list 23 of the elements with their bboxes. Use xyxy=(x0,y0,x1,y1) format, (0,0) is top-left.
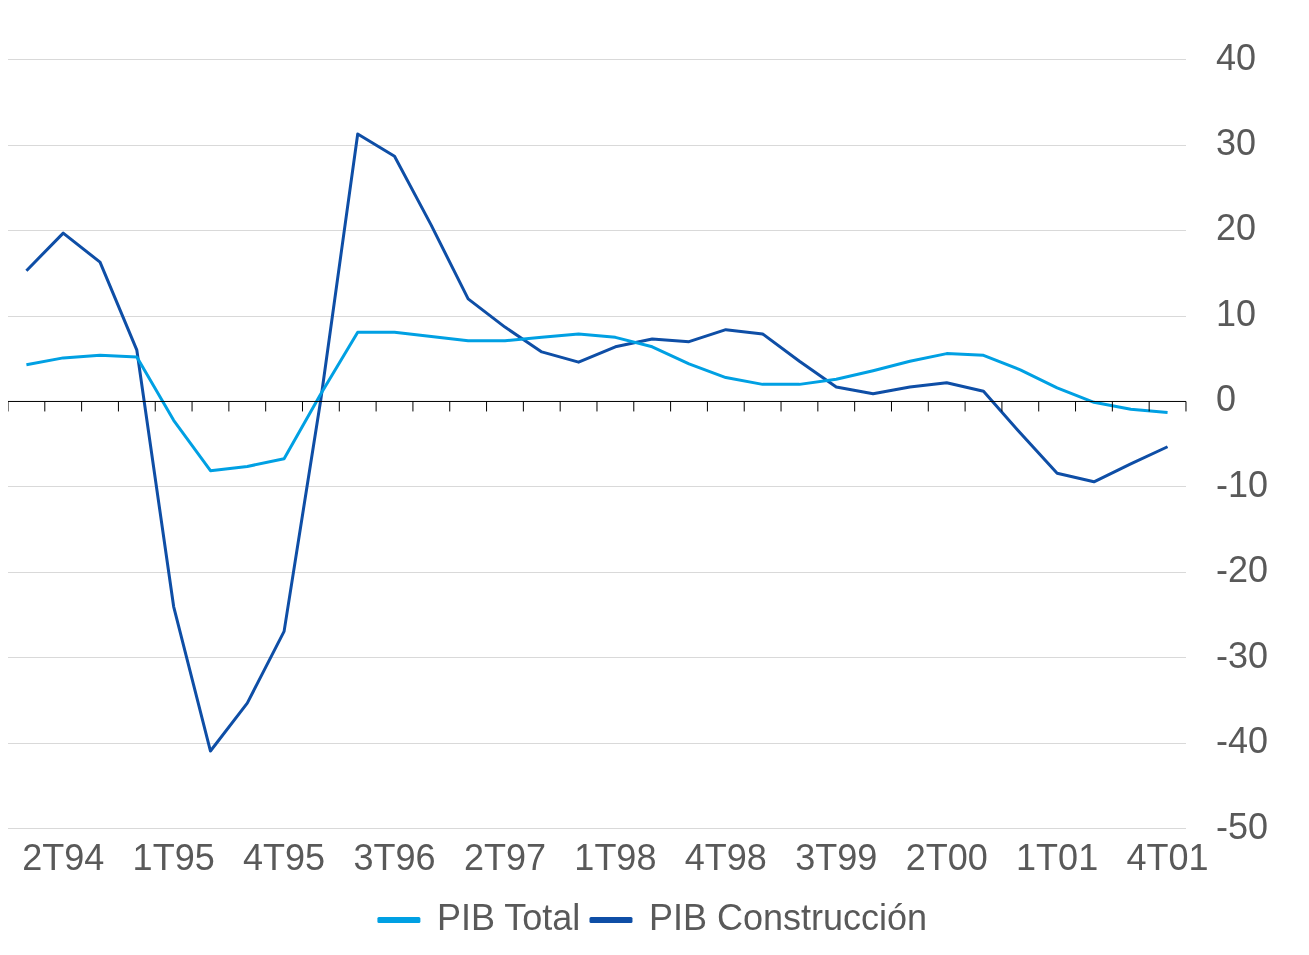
legend-label: PIB Total xyxy=(436,896,581,938)
y-tick-label: 30 xyxy=(1215,121,1257,163)
x-tick-label: 4T98 xyxy=(684,837,767,879)
x-tick-label: 4T95 xyxy=(243,837,326,879)
y-tick-label: 0 xyxy=(1215,378,1236,420)
y-tick-label: -10 xyxy=(1215,463,1268,505)
y-tick-label: -30 xyxy=(1215,634,1268,676)
x-tick-label: 3T99 xyxy=(795,837,878,879)
y-tick-label: -40 xyxy=(1215,720,1268,762)
y-tick-label: 40 xyxy=(1215,36,1257,78)
x-tick-label: 2T00 xyxy=(905,837,988,879)
legend-label: PIB Construcción xyxy=(648,896,928,938)
x-tick-label: 1T01 xyxy=(1016,837,1099,879)
y-tick-label: 20 xyxy=(1215,207,1257,249)
x-tick-label: 2T97 xyxy=(463,837,546,879)
x-tick-label: 4T01 xyxy=(1126,837,1209,879)
x-tick-label: 1T98 xyxy=(574,837,657,879)
x-tick-label: 1T95 xyxy=(132,837,215,879)
y-tick-label: 10 xyxy=(1215,292,1257,334)
y-tick-label: -20 xyxy=(1215,549,1268,591)
x-tick-label: 2T94 xyxy=(22,837,105,879)
x-tick-label: 3T96 xyxy=(353,837,436,879)
y-tick-label: -50 xyxy=(1215,805,1268,847)
